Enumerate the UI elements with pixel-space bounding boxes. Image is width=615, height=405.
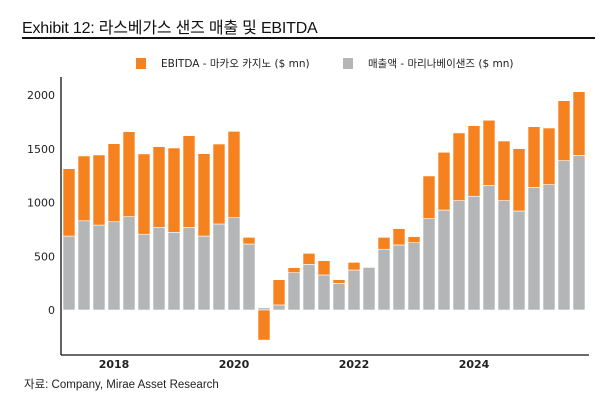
- bar-revenue-2020Q3: [272, 304, 286, 311]
- legend-item-revenue: 매출액 - 마리나베이샌즈 ($ mn): [343, 56, 514, 71]
- bar-revenue-2024Q4: [527, 187, 541, 311]
- bar-ebitda-2023Q4: [467, 125, 481, 197]
- bar-ebitda-2018Q3: [152, 146, 166, 228]
- bar-revenue-2021Q1: [302, 264, 316, 311]
- bar-ebitda-2024Q1: [482, 119, 496, 186]
- bar-ebitda-2021Q1: [302, 253, 316, 265]
- bar-ebitda-2020Q3: [272, 279, 286, 306]
- bar-ebitda-2018Q2: [137, 153, 151, 235]
- bar-ebitda-2017Q3: [92, 154, 106, 226]
- y-axis-ticks: 0 500 1000 1500 2000: [27, 89, 55, 317]
- bar-ebitda-2022Q2: [377, 237, 391, 250]
- bar-revenue-2023Q3: [452, 200, 466, 311]
- bar-ebitda-2021Q3: [332, 279, 346, 284]
- bar-revenue-2023Q2: [437, 209, 451, 311]
- x-tick-label: 2018: [99, 358, 130, 371]
- legend-swatch-ebitda: [136, 58, 146, 69]
- source-note: 자료: Company, Mirae Asset Research: [24, 379, 219, 391]
- bar-revenue-2024Q3: [512, 210, 526, 311]
- bar-revenue-2022Q4: [407, 242, 421, 311]
- bar-ebitda-2019Q2: [197, 153, 211, 237]
- bar-revenue-2017Q4: [107, 221, 121, 311]
- bar-ebitda-2025Q3: [572, 91, 586, 156]
- bar-ebitda-2024Q3: [512, 148, 526, 212]
- x-tick-label: 2022: [339, 358, 370, 371]
- bar-ebitda-2023Q1: [422, 175, 436, 219]
- bar-ebitda-2025Q2: [557, 100, 571, 161]
- bar-ebitda-2021Q2: [317, 260, 331, 276]
- bar-ebitda-2019Q1: [182, 135, 196, 228]
- bar-revenue-2020Q2: [257, 307, 271, 311]
- bar-revenue-2018Q2: [137, 233, 151, 311]
- bar-revenue-2017Q2: [77, 220, 91, 311]
- bar-revenue-2024Q2: [497, 200, 511, 311]
- bar-revenue-2022Q2: [377, 248, 391, 311]
- bar-revenue-2021Q4: [347, 269, 361, 311]
- bar-ebitda-2024Q2: [497, 140, 511, 201]
- x-tick-label: 2020: [219, 358, 250, 371]
- x-axis-ticks: 2018 2020 2022 2024: [99, 358, 490, 371]
- chart-title: Exhibit 12: 라스베가스 샌즈 매출 및 EBITDA: [22, 20, 318, 37]
- bar-ebitda-2023Q3: [452, 132, 466, 201]
- bar-ebitda-2025Q1: [542, 127, 556, 185]
- legend-item-ebitda: EBITDA - 마카오 카지노 ($ mn): [136, 56, 310, 71]
- chart-legend: EBITDA - 마카오 카지노 ($ mn) 매출액 - 마리나베이샌즈 ($…: [0, 56, 615, 72]
- bar-ebitda-2021Q4: [347, 262, 361, 271]
- x-tick-label: 2024: [459, 358, 490, 371]
- bar-revenue-2025Q2: [557, 160, 571, 311]
- bar-ebitda-2017Q1: [62, 168, 76, 237]
- bars-group: [62, 91, 586, 341]
- bar-revenue-2019Q2: [197, 235, 211, 311]
- bar-ebitda-2018Q4: [167, 147, 181, 233]
- bar-revenue-2019Q3: [212, 223, 226, 311]
- legend-label-ebitda: EBITDA - 마카오 카지노 ($ mn): [161, 58, 310, 70]
- bar-ebitda-2017Q4: [107, 143, 121, 223]
- bar-ebitda-2022Q1: [362, 266, 376, 268]
- bar-revenue-2023Q4: [467, 195, 481, 311]
- bar-ebitda-2018Q1: [122, 131, 136, 217]
- bar-ebitda-2019Q3: [212, 143, 226, 225]
- bar-revenue-2022Q3: [392, 244, 406, 311]
- bar-ebitda-2020Q2: [257, 309, 271, 341]
- bar-revenue-2019Q1: [182, 227, 196, 311]
- bar-ebitda-2019Q4: [227, 131, 241, 218]
- bar-ebitda-2017Q2: [77, 155, 91, 222]
- bar-ebitda-2020Q4: [287, 267, 301, 273]
- bar-revenue-2020Q1: [242, 243, 256, 311]
- bar-revenue-2025Q1: [542, 184, 556, 311]
- bar-revenue-2023Q1: [422, 218, 436, 311]
- y-tick-label: 2000: [27, 89, 55, 102]
- bar-revenue-2024Q1: [482, 185, 496, 311]
- bar-ebitda-2022Q4: [407, 236, 421, 244]
- bar-revenue-2019Q4: [227, 217, 241, 311]
- bar-revenue-2017Q1: [62, 235, 76, 311]
- title-divider: [22, 37, 595, 39]
- y-tick-label: 1500: [27, 143, 55, 156]
- legend-label-revenue: 매출액 - 마리나베이샌즈 ($ mn): [368, 58, 514, 70]
- bar-revenue-2021Q2: [317, 274, 331, 311]
- legend-swatch-revenue: [343, 58, 353, 69]
- bar-ebitda-2020Q1: [242, 237, 256, 245]
- bar-revenue-2018Q4: [167, 231, 181, 311]
- y-tick-label: 1000: [27, 197, 55, 210]
- bar-revenue-2018Q1: [122, 216, 136, 311]
- bar-revenue-2020Q4: [287, 272, 301, 311]
- bar-ebitda-2024Q4: [527, 126, 541, 188]
- bar-revenue-2025Q3: [572, 155, 586, 311]
- y-tick-label: 0: [48, 304, 55, 317]
- bar-revenue-2022Q1: [362, 267, 376, 311]
- bar-revenue-2021Q3: [332, 283, 346, 311]
- bar-revenue-2017Q3: [92, 224, 106, 311]
- bar-ebitda-2022Q3: [392, 228, 406, 246]
- y-tick-label: 500: [34, 250, 55, 263]
- bar-ebitda-2023Q2: [437, 151, 451, 211]
- bar-revenue-2018Q3: [152, 227, 166, 311]
